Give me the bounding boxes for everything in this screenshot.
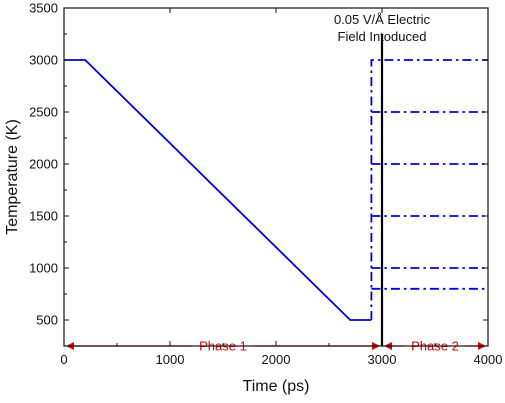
y-tick-label: 3500 bbox=[29, 1, 58, 16]
x-tick-label: 4000 bbox=[474, 352, 503, 367]
y-tick-label: 2000 bbox=[29, 157, 58, 172]
field-annotation-line1: 0.05 V/Å Electric bbox=[334, 12, 431, 27]
axes-layer: 0 1000 2000 3000 4000 500 1000 1500 2000 2500 3000… bbox=[29, 1, 502, 368]
plot-frame bbox=[63, 7, 489, 347]
x-axis-title: Time (ps) bbox=[243, 378, 310, 395]
y-tick-label: 1500 bbox=[29, 209, 58, 224]
hold-line-1 bbox=[370, 59, 488, 320]
y-tick-label: 3000 bbox=[29, 53, 58, 68]
y-tick-label: 1000 bbox=[29, 261, 58, 276]
y-tick-label: 2500 bbox=[29, 105, 58, 120]
y-axis-title: Temperature (K) bbox=[4, 119, 21, 235]
series-layer bbox=[64, 59, 488, 321]
field-annotation-line2: Field Intoduced bbox=[338, 29, 427, 44]
annotation-layer: Phase 1 Phase 2 bbox=[66, 34, 486, 354]
x-tick-label: 0 bbox=[60, 352, 67, 367]
y-tick-label: 500 bbox=[36, 313, 58, 328]
x-tick-label: 1000 bbox=[156, 352, 185, 367]
x-tick-label: 2000 bbox=[262, 352, 291, 367]
x-tick-label: 3000 bbox=[368, 352, 397, 367]
cooling-line bbox=[64, 59, 372, 321]
